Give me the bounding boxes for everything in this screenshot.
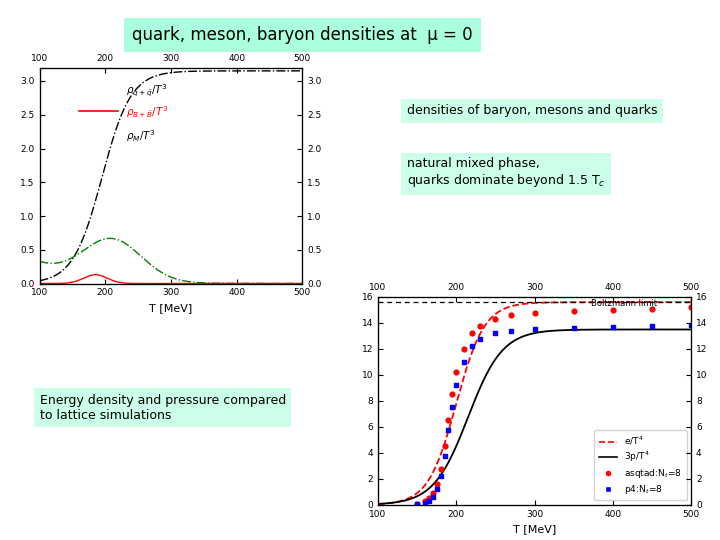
Text: $\rho_M/T^3$: $\rho_M/T^3$ [126,128,156,144]
Point [446,390,458,399]
Point [431,485,443,494]
Point [505,327,517,335]
Point [607,306,618,314]
Point [528,325,540,334]
Text: $\rho_{q+\bar{q}}/T^3$: $\rho_{q+\bar{q}}/T^3$ [126,83,168,99]
Point [411,500,423,508]
Point [474,334,485,343]
Point [474,321,485,330]
Point [443,416,454,425]
Point [446,403,458,412]
Point [685,321,697,329]
Point [568,324,580,333]
Text: quark, meson, baryon densities at  μ = 0: quark, meson, baryon densities at μ = 0 [132,26,473,44]
Point [467,329,478,338]
Text: natural mixed phase,
quarks dominate beyond 1.5 T$_c$: natural mixed phase, quarks dominate bey… [407,157,606,189]
Point [647,321,658,330]
Point [685,303,697,312]
X-axis label: T [MeV]: T [MeV] [513,524,557,534]
Point [647,305,658,313]
Point [467,342,478,350]
X-axis label: T [MeV]: T [MeV] [149,303,193,313]
Text: $\rho_{B+\bar{B}}/T^3$: $\rho_{B+\bar{B}}/T^3$ [126,104,168,120]
Point [419,497,431,505]
Point [459,357,470,366]
Text: densities of baryon, mesons and quarks: densities of baryon, mesons and quarks [407,104,657,117]
Point [419,498,431,507]
Point [568,307,580,315]
Point [438,442,450,451]
Point [411,500,423,509]
Point [607,322,618,331]
Text: Energy density and pressure compared
to lattice simulations: Energy density and pressure compared to … [40,394,286,422]
Point [435,472,446,481]
Point [528,308,540,317]
Point [435,464,446,473]
Point [490,329,501,338]
Point [490,315,501,323]
Point [431,480,443,488]
Point [423,494,435,503]
Text: Boltzmann limit: Boltzmann limit [591,299,657,308]
Point [438,451,450,460]
Point [427,489,438,497]
Point [451,368,462,377]
Point [459,345,470,353]
Point [451,381,462,390]
Point [505,311,517,320]
Point [423,497,435,505]
Legend: e/T$^4$, 3p/T$^4$, asqtad:N$_t$=8, p4:N$_t$=8: e/T$^4$, 3p/T$^4$, asqtad:N$_t$=8, p4:N$… [595,430,687,501]
Point [443,425,454,434]
Point [427,493,438,502]
